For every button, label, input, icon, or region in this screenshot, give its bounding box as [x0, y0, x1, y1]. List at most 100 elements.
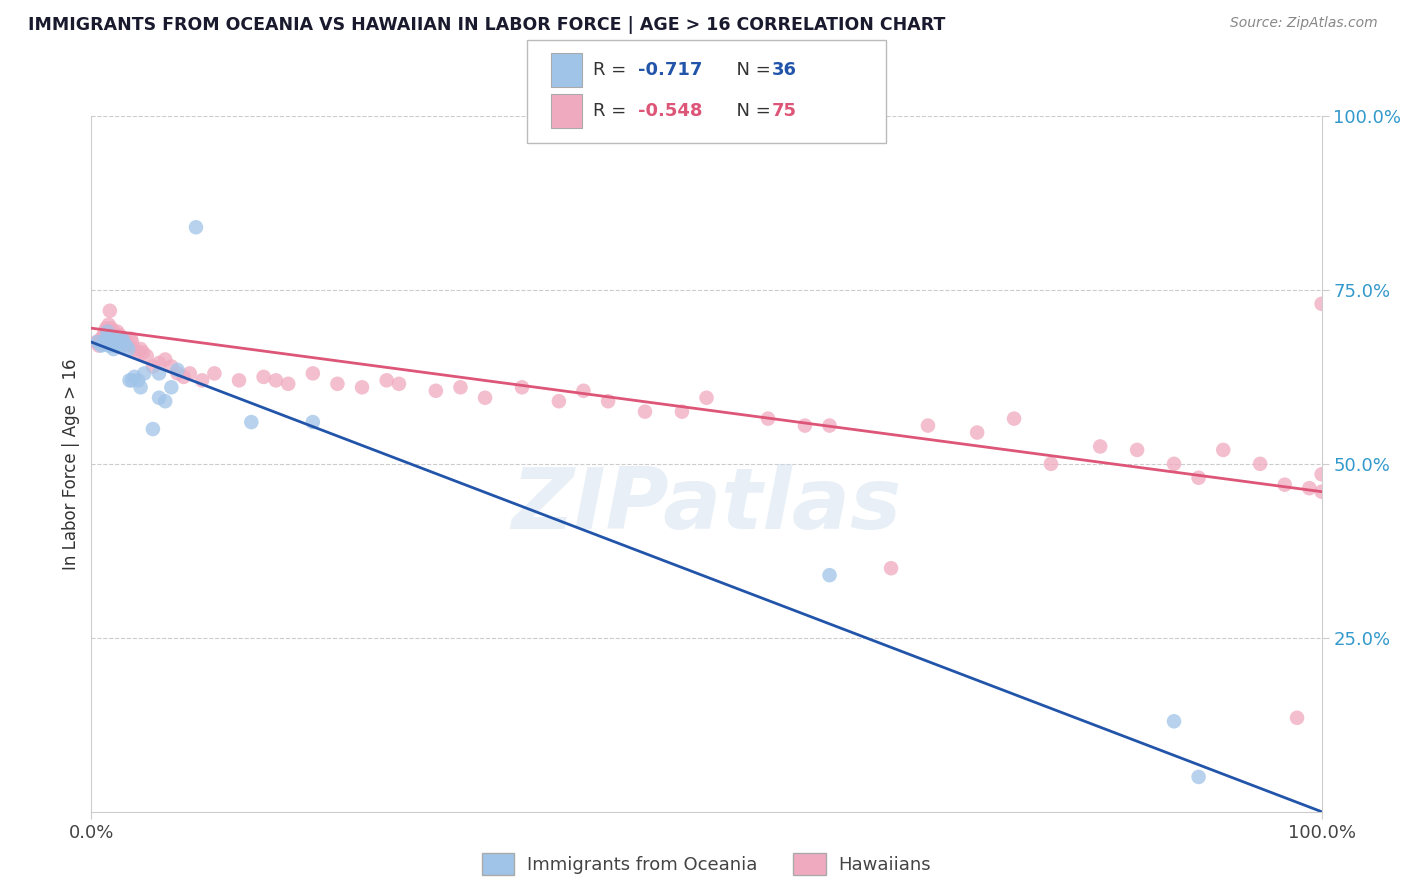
- Point: [191, 373, 214, 387]
- Point: [1187, 471, 1209, 485]
- Point: [96, 325, 118, 339]
- Point: [100, 338, 122, 352]
- Point: [98, 332, 121, 346]
- Point: [695, 391, 717, 405]
- Point: [326, 376, 349, 391]
- Point: [1249, 457, 1271, 471]
- Point: [121, 334, 143, 349]
- Point: [142, 359, 165, 374]
- Point: [100, 321, 122, 335]
- Point: [818, 418, 841, 433]
- Text: Source: ZipAtlas.com: Source: ZipAtlas.com: [1230, 16, 1378, 30]
- Point: [1126, 442, 1149, 457]
- Point: [101, 332, 124, 346]
- Point: [94, 325, 117, 339]
- Point: [104, 338, 127, 352]
- Point: [127, 373, 149, 387]
- Point: [107, 338, 129, 352]
- Point: [301, 367, 323, 381]
- Text: R =: R =: [593, 102, 633, 120]
- Point: [112, 334, 135, 349]
- Text: IMMIGRANTS FROM OCEANIA VS HAWAIIAN IN LABOR FORCE | AGE > 16 CORRELATION CHART: IMMIGRANTS FROM OCEANIA VS HAWAIIAN IN L…: [28, 16, 945, 34]
- Point: [917, 418, 939, 433]
- Point: [173, 369, 195, 384]
- Point: [153, 352, 177, 367]
- Point: [98, 303, 121, 318]
- Point: [148, 367, 170, 381]
- Point: [253, 369, 276, 384]
- Point: [352, 380, 374, 394]
- Point: [148, 356, 170, 370]
- Point: [1002, 411, 1025, 425]
- Point: [120, 332, 142, 346]
- Point: [202, 367, 225, 381]
- Point: [127, 345, 149, 359]
- Point: [124, 342, 146, 356]
- Point: [1310, 297, 1333, 311]
- Point: [301, 415, 323, 429]
- Point: [228, 373, 250, 387]
- Point: [449, 380, 471, 394]
- Point: [166, 363, 188, 377]
- Point: [388, 376, 411, 391]
- Point: [1088, 440, 1111, 454]
- Point: [117, 338, 139, 352]
- Legend: Immigrants from Oceania, Hawaiians: Immigrants from Oceania, Hawaiians: [475, 847, 938, 883]
- Point: [87, 338, 110, 352]
- Point: [793, 418, 815, 433]
- Point: [1285, 711, 1308, 725]
- Point: [96, 325, 118, 339]
- Point: [572, 384, 595, 398]
- Y-axis label: In Labor Force | Age > 16: In Labor Force | Age > 16: [62, 358, 80, 570]
- Point: [264, 373, 287, 387]
- Point: [117, 342, 139, 356]
- Point: [756, 411, 779, 425]
- Point: [114, 332, 136, 346]
- Point: [1039, 457, 1063, 471]
- Point: [114, 338, 138, 352]
- Point: [1298, 481, 1320, 495]
- Point: [124, 369, 146, 384]
- Point: [277, 376, 299, 391]
- Point: [671, 405, 693, 419]
- Point: [240, 415, 263, 429]
- Text: -0.717: -0.717: [638, 61, 703, 78]
- Point: [93, 328, 115, 343]
- Point: [135, 349, 157, 363]
- Point: [97, 318, 120, 332]
- Point: [97, 338, 120, 352]
- Point: [425, 384, 447, 398]
- Point: [1310, 484, 1333, 499]
- Point: [96, 321, 117, 335]
- Point: [148, 391, 170, 405]
- Point: [129, 380, 152, 394]
- Point: [510, 380, 533, 394]
- Point: [105, 334, 128, 349]
- Text: 36: 36: [772, 61, 797, 78]
- Point: [105, 328, 127, 343]
- Point: [93, 337, 115, 351]
- Text: R =: R =: [593, 61, 633, 78]
- Point: [142, 422, 165, 436]
- Point: [153, 394, 177, 409]
- Point: [114, 334, 138, 349]
- Point: [1163, 714, 1185, 729]
- Point: [547, 394, 569, 409]
- Point: [103, 342, 125, 356]
- Point: [105, 332, 127, 346]
- Point: [107, 332, 129, 346]
- Point: [1163, 457, 1185, 471]
- Point: [474, 391, 496, 405]
- Point: [1212, 442, 1234, 457]
- Text: -0.548: -0.548: [638, 102, 703, 120]
- Point: [179, 367, 201, 381]
- Point: [90, 332, 112, 346]
- Point: [634, 405, 657, 419]
- Text: N =: N =: [725, 61, 778, 78]
- Point: [86, 334, 108, 349]
- Point: [90, 338, 112, 352]
- Point: [1187, 770, 1209, 784]
- Point: [108, 334, 131, 349]
- Point: [121, 373, 143, 387]
- Point: [129, 342, 152, 356]
